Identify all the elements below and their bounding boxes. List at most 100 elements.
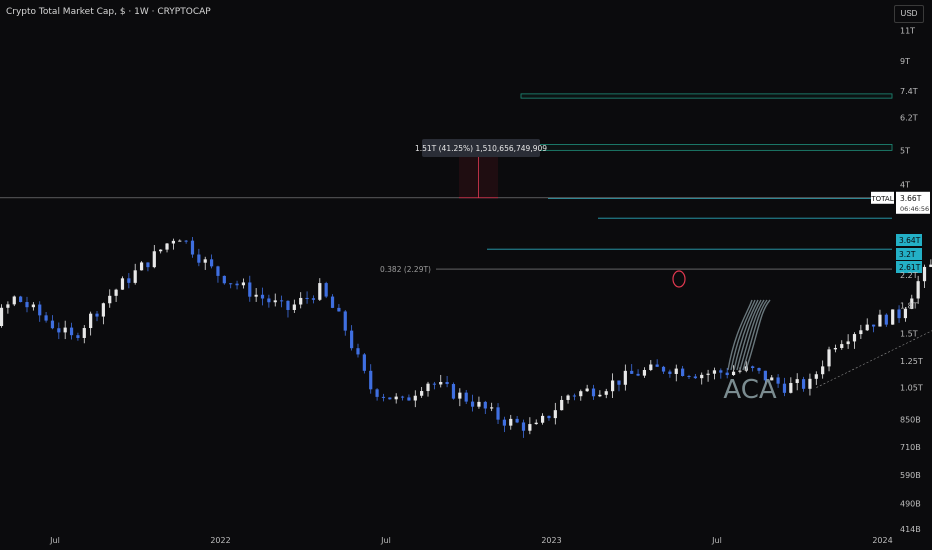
candle-body — [585, 388, 589, 392]
candle-body — [375, 389, 379, 397]
candle-body — [630, 370, 634, 374]
candle-body — [878, 314, 882, 327]
candle-body — [496, 407, 500, 420]
symbol-label: TOTAL — [870, 195, 893, 203]
logo-stroke — [736, 299, 762, 371]
candle-body — [884, 314, 888, 325]
candle-body — [922, 266, 927, 282]
candle-body — [50, 320, 55, 329]
candle-body — [273, 300, 277, 303]
candle-body — [159, 249, 163, 252]
candle-body — [63, 327, 67, 333]
candle-body — [483, 401, 487, 409]
candle-body — [426, 383, 430, 392]
candle-body — [649, 364, 653, 370]
candle-body — [770, 377, 774, 381]
candle-body — [82, 328, 86, 338]
logo-stroke — [730, 299, 756, 371]
candle-body — [547, 415, 551, 419]
candle-body — [540, 415, 545, 423]
candle-body — [458, 392, 462, 399]
candle-body — [95, 313, 99, 317]
x-tick-label: Jul — [49, 536, 60, 545]
candle-body — [235, 283, 239, 286]
level-price-label: 2.61T — [899, 263, 921, 272]
candle-body — [286, 300, 290, 310]
y-tick-label: 1.05T — [900, 384, 923, 393]
candle-body — [751, 366, 755, 369]
level-price-badge — [896, 261, 922, 273]
candle-body — [534, 422, 538, 425]
candle-body — [833, 347, 837, 350]
candle-body — [146, 262, 150, 268]
measure-label: 1.51T (41.25%) 1,510,656,749,909 — [415, 144, 547, 153]
candle-body — [782, 383, 787, 393]
candle-body — [254, 294, 258, 297]
candle-body — [801, 379, 806, 389]
candle-body — [693, 376, 697, 379]
candle-body — [821, 366, 825, 375]
candle-body — [318, 283, 322, 300]
candle-body — [305, 297, 309, 299]
level-price-badge — [896, 248, 922, 260]
chart-title: Crypto Total Market Cap, $ · 1W · CRYPTO… — [6, 7, 211, 17]
candle-body — [929, 264, 932, 267]
candle-body — [369, 370, 373, 390]
candle-body — [655, 364, 659, 367]
candle-body — [789, 383, 793, 393]
candle-body — [712, 370, 717, 374]
candle-body — [362, 354, 366, 371]
candle-body — [795, 379, 799, 384]
candle-body — [738, 370, 742, 372]
candle-body — [222, 275, 226, 284]
measure-label-box — [422, 139, 540, 157]
candle-body — [31, 304, 35, 308]
candle-body — [350, 330, 354, 349]
y-tick-label: 490B — [900, 499, 921, 508]
candle-body — [133, 270, 137, 283]
candle-body — [420, 391, 424, 396]
aca-logo: ACA — [723, 299, 777, 405]
candle-body — [852, 334, 857, 342]
target-zone — [520, 144, 893, 151]
candle-body — [897, 309, 901, 319]
candle-body — [910, 298, 914, 309]
level-price-label: 3.2T — [899, 250, 916, 259]
candle-body — [216, 266, 220, 276]
candle-body — [827, 349, 831, 367]
candle-body — [477, 401, 481, 407]
candle-body — [731, 371, 736, 376]
candle-body — [865, 324, 869, 331]
current-price-badge — [896, 191, 930, 214]
candle-body — [681, 368, 685, 376]
y-tick-label: 1.8T — [900, 302, 918, 311]
target-zone — [520, 93, 893, 99]
candle-body — [528, 424, 532, 431]
candle-body — [451, 384, 456, 399]
candle-body — [413, 395, 417, 401]
candle-body — [560, 399, 564, 411]
candle-body — [57, 328, 61, 333]
candle-body — [337, 307, 341, 312]
x-tick-label: 2023 — [541, 536, 561, 545]
current-price-label: 3.66T — [900, 194, 922, 203]
y-tick-label: 7.4T — [900, 87, 918, 96]
candle-body — [502, 419, 506, 426]
candle-body — [611, 380, 615, 392]
candle-body — [120, 278, 125, 290]
candle-body — [661, 366, 666, 372]
candle-body — [203, 259, 207, 263]
candle-body — [114, 289, 118, 296]
x-tick-label: 2022 — [210, 536, 230, 545]
symbol-badge — [871, 191, 894, 204]
candle-body — [891, 309, 895, 325]
candle-body — [330, 296, 335, 308]
candle-body — [12, 296, 16, 305]
y-tick-label: 414B — [900, 525, 921, 534]
candle-body — [388, 397, 392, 400]
candle-body — [642, 369, 647, 376]
candle-body — [311, 298, 316, 300]
currency-button[interactable]: USD — [894, 5, 924, 23]
